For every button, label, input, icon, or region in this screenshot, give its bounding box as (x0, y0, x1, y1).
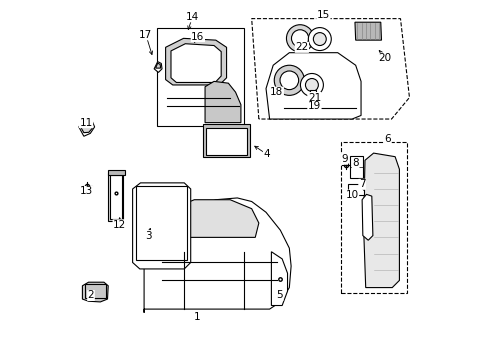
Text: 13: 13 (80, 186, 93, 197)
Bar (108, 173, 123, 221)
Polygon shape (362, 194, 372, 240)
Polygon shape (354, 22, 381, 40)
Circle shape (308, 28, 330, 50)
Text: 5: 5 (276, 291, 283, 301)
Bar (109, 175, 122, 220)
Polygon shape (82, 282, 108, 302)
Bar (340, 142, 406, 293)
Circle shape (300, 73, 323, 96)
Polygon shape (363, 153, 399, 288)
Bar (205, 128, 246, 155)
Polygon shape (155, 63, 160, 68)
Text: 6: 6 (384, 134, 390, 144)
Text: 7: 7 (358, 179, 365, 189)
Text: 8: 8 (352, 158, 358, 168)
Circle shape (274, 65, 304, 95)
Polygon shape (154, 62, 162, 72)
Circle shape (286, 25, 313, 52)
Text: 9: 9 (340, 154, 347, 164)
Polygon shape (348, 184, 363, 195)
Circle shape (313, 33, 325, 45)
Circle shape (291, 30, 308, 47)
Polygon shape (204, 81, 241, 123)
Text: 2: 2 (87, 291, 94, 301)
Polygon shape (132, 183, 190, 269)
Text: 18: 18 (269, 87, 283, 97)
Text: 15: 15 (316, 10, 329, 20)
Polygon shape (165, 39, 226, 85)
Circle shape (305, 78, 318, 91)
Polygon shape (79, 120, 94, 136)
Text: 12: 12 (113, 220, 126, 230)
Polygon shape (271, 252, 287, 306)
Polygon shape (81, 123, 92, 133)
Text: 11: 11 (79, 118, 92, 128)
Bar (107, 170, 124, 175)
Bar (203, 125, 249, 157)
Bar (156, 28, 244, 126)
Polygon shape (172, 200, 258, 237)
Text: 3: 3 (145, 231, 151, 240)
Circle shape (280, 71, 298, 90)
Text: 14: 14 (185, 12, 199, 22)
Text: 21: 21 (307, 93, 321, 103)
Polygon shape (144, 198, 290, 313)
Text: 4: 4 (263, 149, 269, 159)
Polygon shape (251, 19, 408, 119)
Text: 10: 10 (345, 190, 358, 200)
Polygon shape (265, 53, 360, 119)
Text: 16: 16 (191, 32, 204, 41)
Text: 17: 17 (139, 30, 152, 40)
Polygon shape (171, 44, 221, 82)
Text: 20: 20 (377, 53, 390, 63)
Text: 22: 22 (295, 42, 308, 52)
Text: 1: 1 (193, 312, 200, 322)
Polygon shape (309, 90, 316, 98)
Bar (136, 186, 187, 260)
Text: 19: 19 (307, 102, 321, 112)
Polygon shape (349, 156, 362, 178)
Bar (84, 284, 106, 298)
